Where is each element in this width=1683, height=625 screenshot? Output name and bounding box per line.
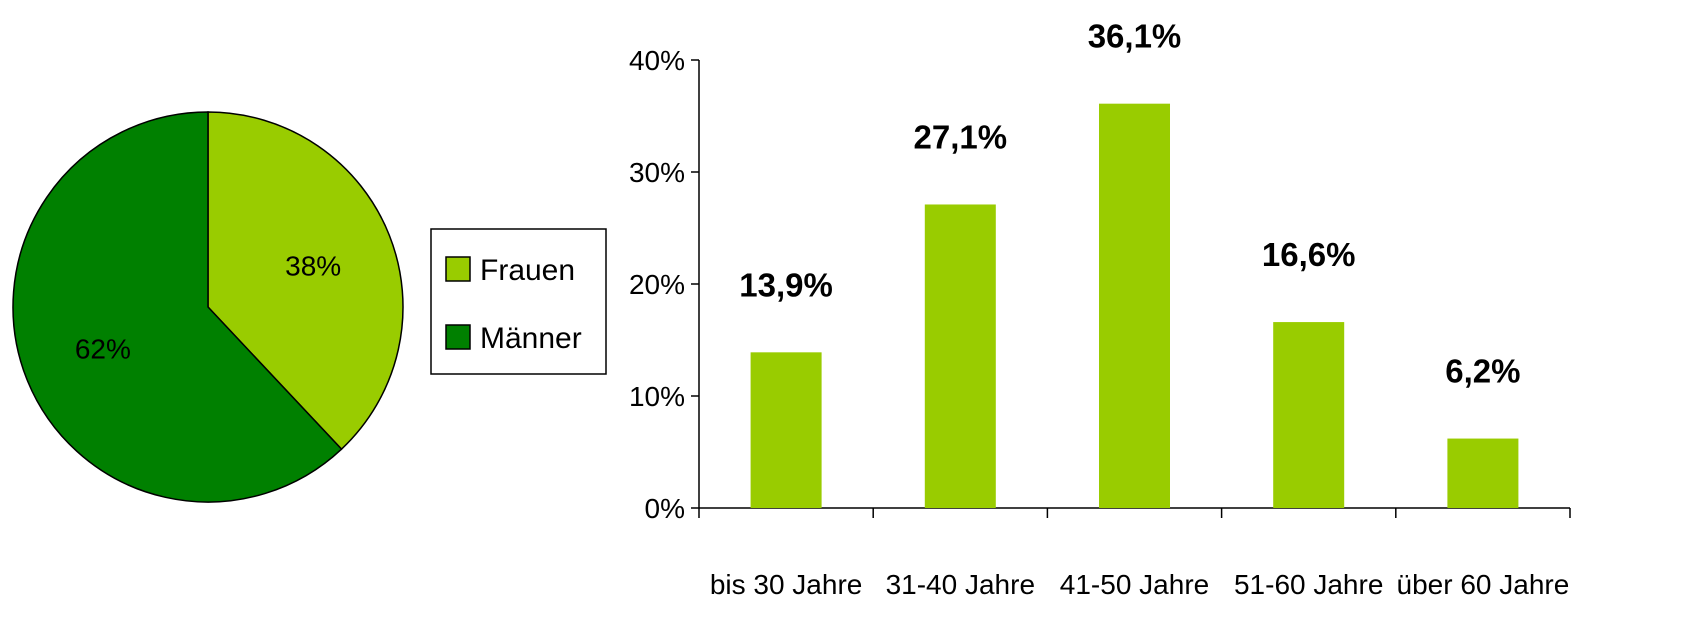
pie-slice-frauen: [207, 111, 404, 451]
category-label-1: bis 30 Jahre: [710, 569, 863, 600]
legend-label-maenner: Männer: [480, 322, 582, 355]
pie-label-maenner: 62%: [75, 334, 131, 365]
pie-slice-maenner: [12, 111, 343, 503]
legend-label-frauen: Frauen: [480, 254, 575, 287]
category-label-2: 31-40 Jahre: [886, 569, 1035, 600]
y-tick-label: 10%: [629, 381, 685, 412]
y-tick-label: 30%: [629, 157, 685, 188]
y-tick-label: 20%: [629, 269, 685, 300]
category-label-4: 51-60 Jahre: [1234, 569, 1383, 600]
bar-4: [1273, 322, 1345, 508]
pie-label-frauen: 38%: [285, 250, 341, 281]
pie-chart: 38% 62%: [12, 111, 404, 503]
x-axis: [698, 507, 1571, 518]
category-label-5: über 60 Jahre: [1397, 569, 1570, 600]
legend-swatch-frauen: [445, 256, 471, 282]
bar-5: [1447, 438, 1519, 508]
bar-2: [924, 204, 996, 509]
y-tick-label: 40%: [629, 45, 685, 76]
bar-1: [750, 352, 822, 508]
legend-swatch-maenner: [445, 324, 471, 350]
data-label-5: 6,2%: [1445, 353, 1520, 390]
bar-3: [1099, 103, 1170, 509]
data-label-4: 16,6%: [1262, 236, 1356, 273]
data-label-1: 13,9%: [739, 266, 833, 303]
legend-box: [430, 228, 607, 375]
pie-legend: Frauen Männer: [430, 228, 607, 375]
data-label-2: 27,1%: [914, 118, 1008, 155]
data-label-3: 36,1%: [1088, 18, 1182, 55]
y-tick-label: 0%: [645, 493, 685, 524]
bars: 13,9% bis 30 Jahre 27,1% 31-40 Jahre 36,1% 41…: [710, 18, 1569, 600]
bar-chart: 0% 10% 20% 30% 40% 13,9% bis 30 Jahre 27,1% 31-…: [629, 18, 1571, 600]
category-label-3: 41-50 Jahre: [1060, 569, 1209, 600]
y-axis: 0% 10% 20% 30% 40%: [629, 45, 700, 524]
